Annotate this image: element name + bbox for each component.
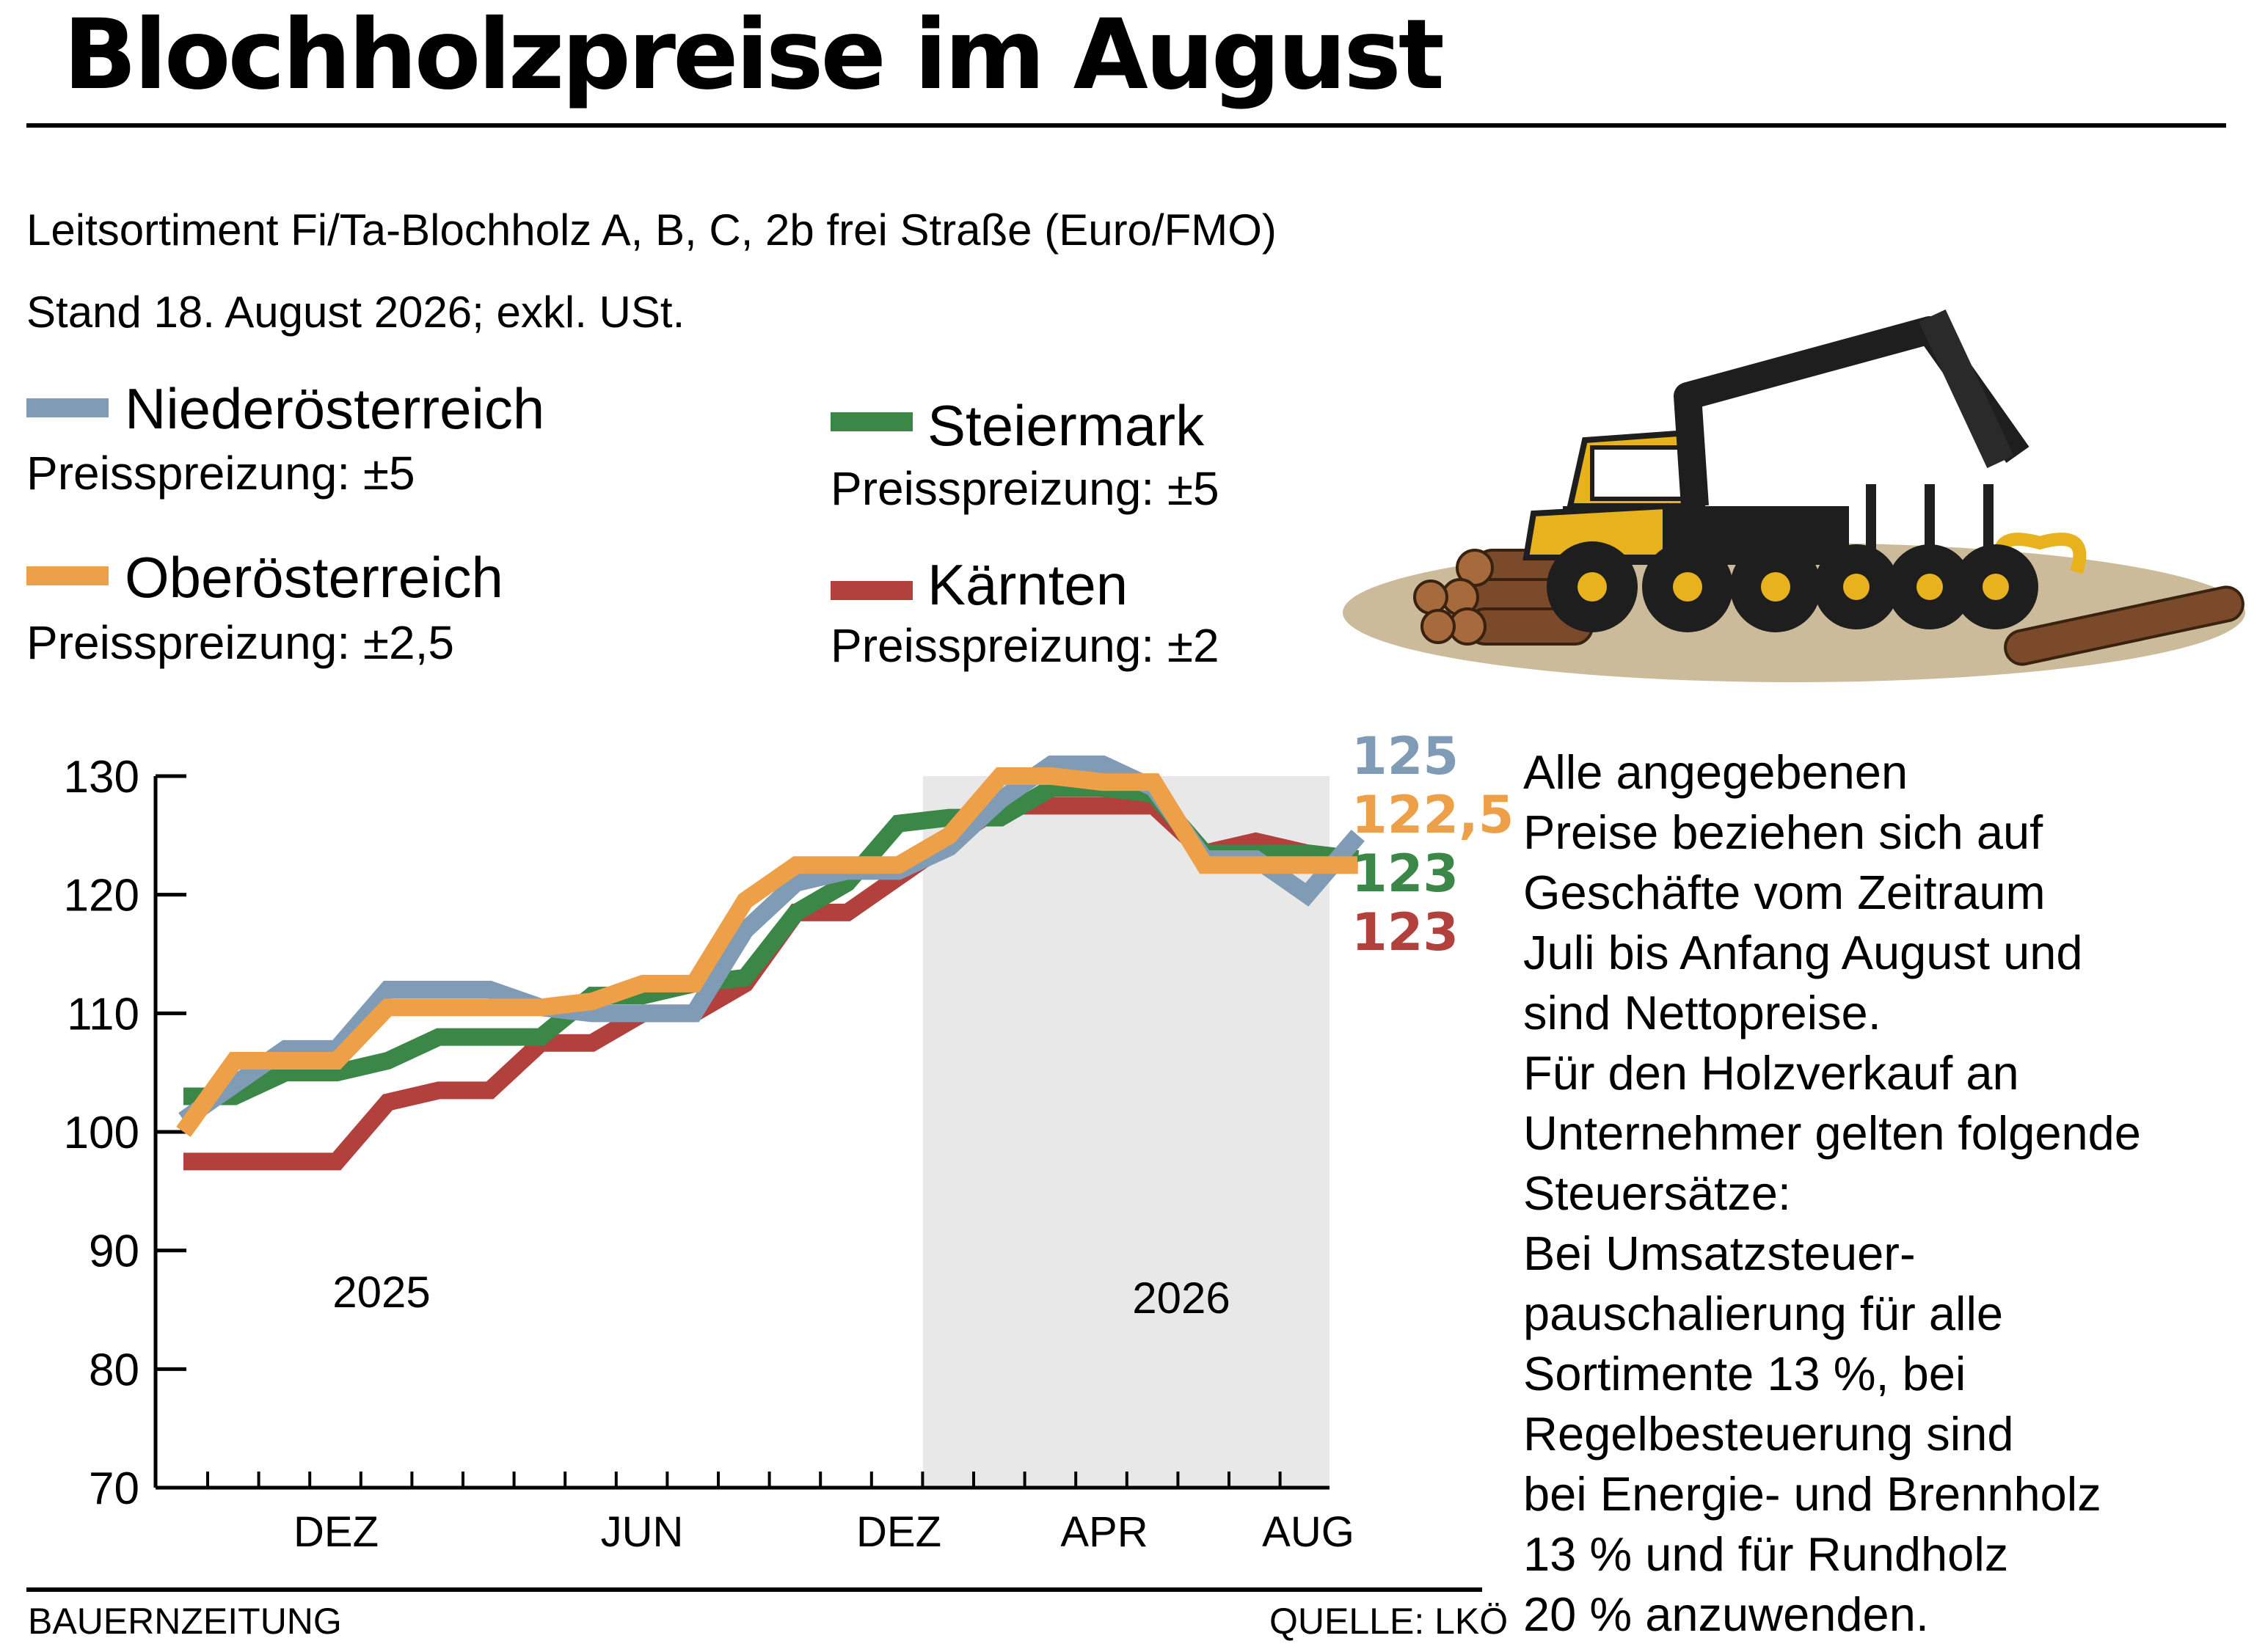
note-line: 13 % und für Rundholz (1523, 1527, 2009, 1581)
note-line: Sortimente 13 %, bei (1523, 1347, 1966, 1400)
y-tick-label: 120 (64, 871, 139, 921)
x-tick-label: JUN (601, 1508, 684, 1556)
series-end-label: 125 (1352, 726, 1459, 786)
note-line: Bei Umsatzsteuer- (1523, 1227, 1916, 1280)
series-end-label: 122,5 (1352, 785, 1514, 845)
series-line-oberösterreich (176, 767, 1358, 1137)
legend-swatch-steiermark (831, 412, 913, 431)
note-line: bei Energie- und Brennholz (1523, 1467, 2101, 1521)
publisher-label: BAUERNZEITUNG (28, 1601, 342, 1642)
legend-spread-steiermark: Preisspreizung: ±5 (831, 462, 1219, 515)
legend-spread-niederoesterreich: Preisspreizung: ±5 (26, 447, 415, 500)
x-tick-label: AUG (1262, 1508, 1354, 1556)
page-title: Blochholzpreise im August (63, 0, 1445, 112)
y-tick-label: 100 (64, 1108, 139, 1158)
y-tick-label: 110 (67, 989, 139, 1039)
y-tick-label: 90 (89, 1227, 139, 1277)
legend-swatch-kaernten (831, 581, 913, 600)
note-line: pauschalierung für alle (1523, 1287, 2004, 1340)
legend-swatch-niederoesterreich (26, 398, 109, 417)
note-text: Alle angegebenen Preise beziehen sich auf… (1523, 742, 2242, 1645)
title-divider (26, 123, 2226, 128)
note-line: Geschäfte vom Zeitraum (1523, 866, 2046, 919)
y-tick-label: 80 (89, 1345, 139, 1395)
x-tick-label: APR (1060, 1508, 1148, 1556)
legend-swatch-oberoesterreich (26, 566, 109, 585)
legend-label-oberoesterreich: Oberösterreich (125, 545, 503, 610)
source-label: QUELLE: LKÖ (1269, 1601, 1509, 1642)
note-line: Steuersätze: (1523, 1166, 1791, 1220)
note-line: Alle angegebenen (1523, 745, 1908, 799)
legend-label-niederoesterreich: Niederösterreich (125, 376, 545, 441)
note-line: Juli bis Anfang August und (1523, 926, 2083, 979)
x-tick-label: DEZ (856, 1508, 941, 1556)
note-line: 20 % anzuwenden. (1523, 1587, 1929, 1641)
forestry-forwarder-icon (1343, 309, 2245, 682)
footer-divider (26, 1587, 1482, 1592)
x-tick-label: DEZ (293, 1508, 379, 1556)
note-line: Preise beziehen sich auf (1523, 805, 2043, 859)
year-label: 2026 (1132, 1273, 1230, 1323)
legend-spread-oberoesterreich: Preisspreizung: ±2,5 (26, 616, 454, 669)
shaded-period-2026 (923, 776, 1330, 1488)
series-end-label: 123 (1352, 844, 1459, 904)
date-note: Stand 18. August 2026; exkl. USt. (26, 288, 685, 337)
legend-label-steiermark: Steiermark (927, 393, 1205, 458)
legend-label-kaernten: Kärnten (927, 552, 1128, 617)
series-end-label: 123 (1352, 902, 1459, 962)
legend-spread-kaernten: Preisspreizung: ±2 (831, 619, 1219, 672)
y-tick-label: 130 (64, 752, 139, 803)
note-line: sind Nettopreise. (1523, 986, 1881, 1039)
subtitle: Leitsortiment Fi/Ta-Blochholz A, B, C, 2… (26, 205, 1277, 255)
note-line: Unternehmer gelten folgende (1523, 1106, 2141, 1160)
note-line: Für den Holzverkauf an (1523, 1046, 2019, 1100)
year-label: 2025 (332, 1268, 430, 1317)
y-tick-label: 70 (89, 1463, 139, 1514)
note-line: Regelbesteuerung sind (1523, 1407, 2014, 1461)
